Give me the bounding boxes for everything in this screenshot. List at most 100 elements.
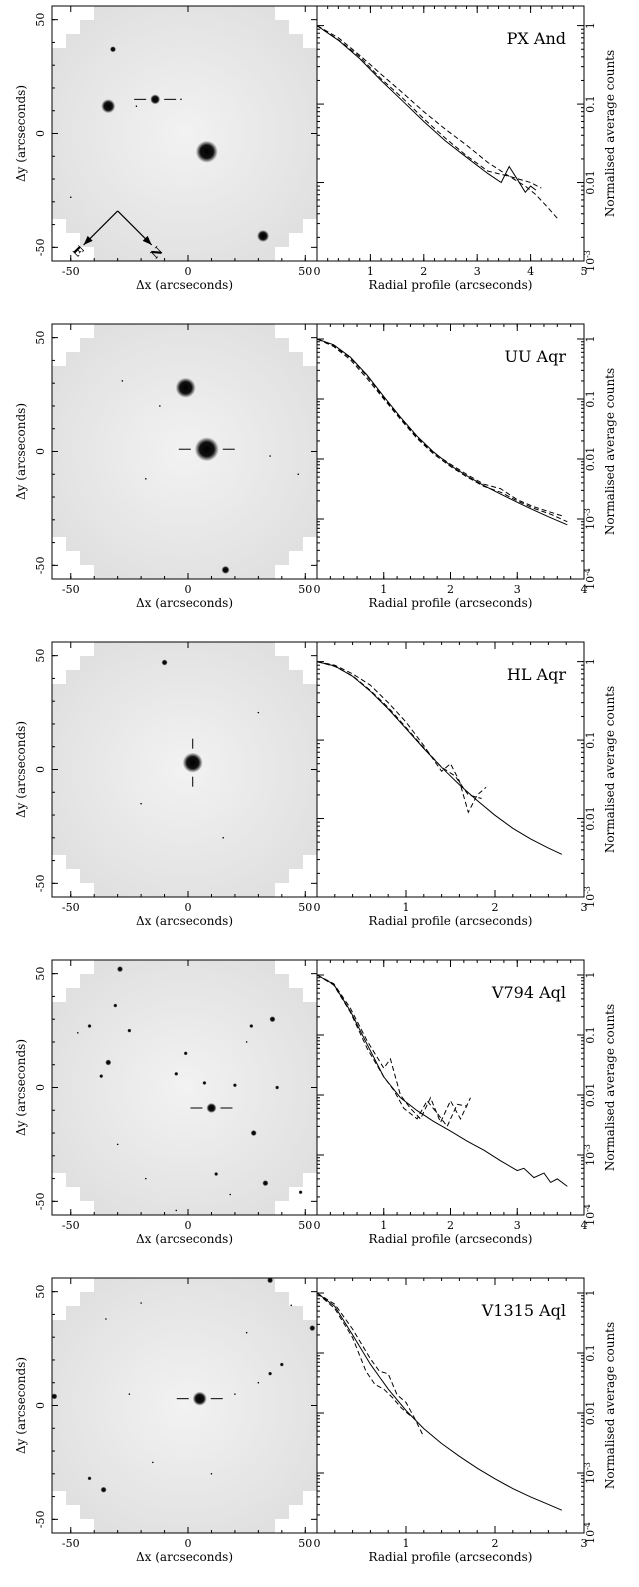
x-tick-label: 3 [474, 265, 481, 278]
panel-title: V1315 Aql [481, 1301, 566, 1320]
star-1 [51, 1393, 58, 1400]
sky-field [52, 642, 317, 897]
y-axis-label: Normalised average counts [603, 1322, 617, 1489]
star-3 [257, 229, 270, 242]
x-tick-label: 3 [514, 583, 521, 596]
x-axis-label: Δx (arcseconds) [136, 1232, 233, 1246]
y-tick-label: -50 [34, 238, 47, 256]
star-3 [105, 1059, 112, 1066]
y-tick-label: 0.01 [584, 447, 597, 472]
y-tick-label: 0 [34, 448, 47, 455]
y-tick-label: 0.1 [584, 1344, 597, 1362]
series-line-0 [316, 1292, 562, 1511]
x-tick-label: 1 [367, 265, 374, 278]
star-8 [113, 1003, 118, 1008]
x-tick-label: 3 [514, 1219, 521, 1232]
x-tick-label: 2 [420, 265, 427, 278]
x-tick-label: 2 [492, 901, 499, 914]
y-axis-label: Δy (arcseconds) [14, 1039, 28, 1136]
x-tick-label: -50 [62, 583, 80, 596]
y-tick-label: 1 [584, 22, 597, 29]
series-line-1 [316, 1292, 425, 1438]
x-tick-label: -50 [62, 1219, 80, 1232]
y-tick-label: -50 [34, 1510, 47, 1528]
y-tick-label: 1 [584, 658, 597, 665]
y-axis-label: Normalised average counts [603, 1004, 617, 1171]
x-axis-label: Radial profile (arcseconds) [369, 1232, 533, 1246]
star-12 [151, 1461, 154, 1464]
x-tick-label: 0 [185, 1537, 192, 1550]
star-8 [140, 1302, 143, 1305]
series-line-0 [316, 661, 563, 855]
y-axis-label: Δy (arcseconds) [14, 403, 28, 500]
y-tick-label: 10-3 [583, 508, 598, 530]
sky-field [52, 1278, 317, 1533]
star-4 [99, 1074, 104, 1079]
sky-field [52, 6, 317, 261]
star-7 [269, 455, 272, 458]
star-2 [195, 140, 218, 163]
x-tick-label: 50 [298, 583, 312, 596]
star-10 [232, 1083, 237, 1088]
star-6 [249, 1024, 254, 1029]
series-line-1 [316, 338, 568, 523]
star-23 [116, 1143, 119, 1146]
star-13 [128, 1393, 131, 1396]
x-tick-label: 0 [314, 1219, 321, 1232]
star-5 [279, 1362, 284, 1367]
x-tick-label: 4 [581, 583, 588, 596]
star-12 [202, 1080, 207, 1085]
x-axis-label: Δx (arcseconds) [136, 596, 233, 610]
x-tick-label: 1 [403, 901, 410, 914]
star-6 [179, 98, 182, 101]
y-tick-label: 0 [34, 130, 47, 137]
y-tick-label: 0.01 [584, 1083, 597, 1108]
star-16 [262, 1180, 269, 1187]
y-tick-label: 0.1 [584, 95, 597, 113]
x-tick-label: 0 [314, 265, 321, 278]
sky-field [52, 960, 317, 1215]
y-tick-label: 0.1 [584, 390, 597, 408]
y-tick-label: 50 [34, 13, 47, 27]
star-9 [245, 1331, 248, 1334]
y-tick-label: 50 [34, 1285, 47, 1299]
star-15 [214, 1172, 219, 1177]
star-21 [175, 1209, 178, 1212]
x-tick-label: 2 [492, 1537, 499, 1550]
star-0 [101, 99, 116, 114]
y-tick-label: -50 [34, 556, 47, 574]
x-tick-label: 1 [403, 1537, 410, 1550]
x-tick-label: 4 [527, 265, 534, 278]
star-1 [194, 437, 219, 462]
star-17 [76, 1031, 79, 1034]
x-tick-label: 50 [298, 265, 312, 278]
star-19 [144, 1177, 147, 1180]
series-line-1 [316, 25, 558, 219]
star-6 [297, 473, 300, 476]
star-6 [309, 1325, 316, 1332]
star-16 [290, 1304, 293, 1307]
x-axis-label: Radial profile (arcseconds) [369, 914, 533, 928]
y-tick-label: 0.01 [584, 170, 597, 195]
star-2 [140, 802, 143, 805]
star-1 [150, 94, 161, 105]
x-tick-label: 0 [314, 1537, 321, 1550]
star-11 [275, 1085, 280, 1090]
star-22 [245, 1040, 248, 1043]
star-3 [87, 1476, 92, 1481]
star-4 [222, 836, 225, 839]
x-axis-label: Δx (arcseconds) [136, 914, 233, 928]
y-tick-label: 10-4 [583, 1522, 598, 1544]
x-tick-label: 5 [581, 265, 588, 278]
x-tick-label: 3 [581, 901, 588, 914]
y-tick-label: -50 [34, 1192, 47, 1210]
y-tick-label: 50 [34, 649, 47, 663]
x-axis-label: Radial profile (arcseconds) [369, 1550, 533, 1564]
series-line-0 [316, 25, 537, 194]
y-tick-label: 50 [34, 331, 47, 345]
star-7 [69, 196, 72, 199]
